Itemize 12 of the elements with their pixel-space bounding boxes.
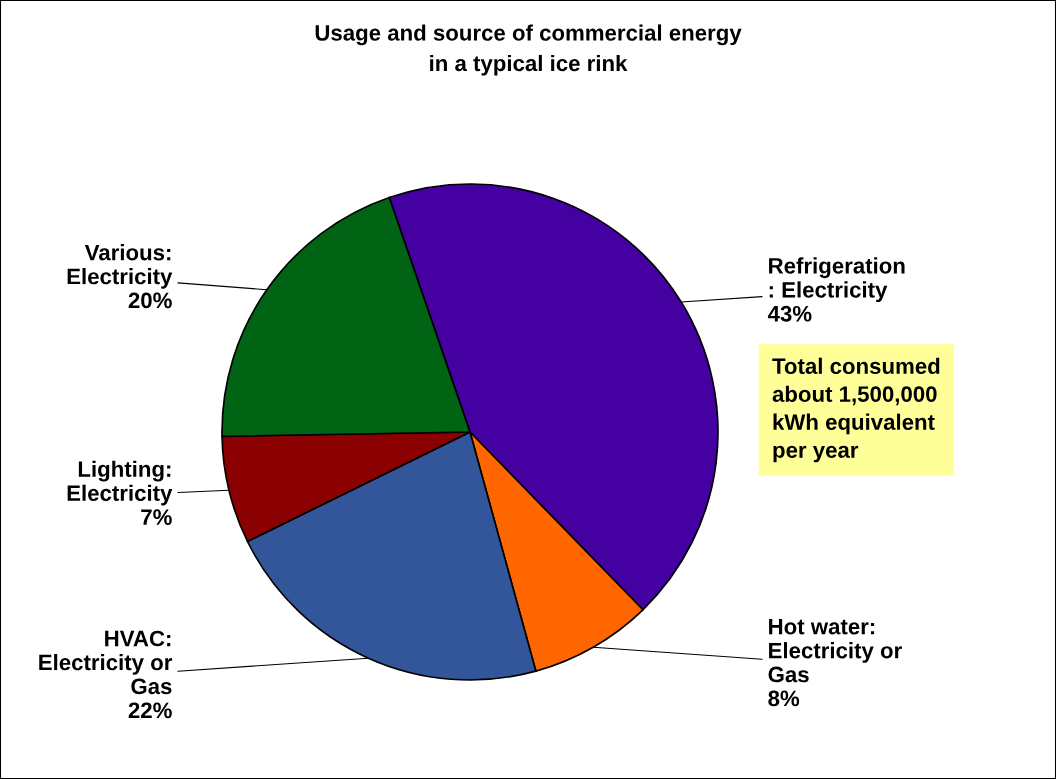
data-label: 7% — [141, 509, 172, 525]
text: Total consumed about 1,500,000 kWh equivalent per year — [772, 357, 940, 463]
data-label: 22% — [128, 702, 172, 719]
chart-title: Usage and source of commercial energy in a typical ice rink — [315, 24, 742, 76]
slice-label: Refrigeration : Electricity — [769, 257, 905, 303]
data-label: 43% — [767, 305, 812, 322]
slice-label: HVAC: Electricity or Gas — [39, 630, 173, 695]
data-label: 8% — [768, 690, 800, 707]
slice-label: Various: Electricity — [67, 244, 173, 289]
slice-label: Hot water: Electricity or Gas — [768, 618, 902, 683]
slice-label: Lighting: Electricity — [67, 460, 173, 506]
data-label: 20% — [128, 292, 172, 309]
